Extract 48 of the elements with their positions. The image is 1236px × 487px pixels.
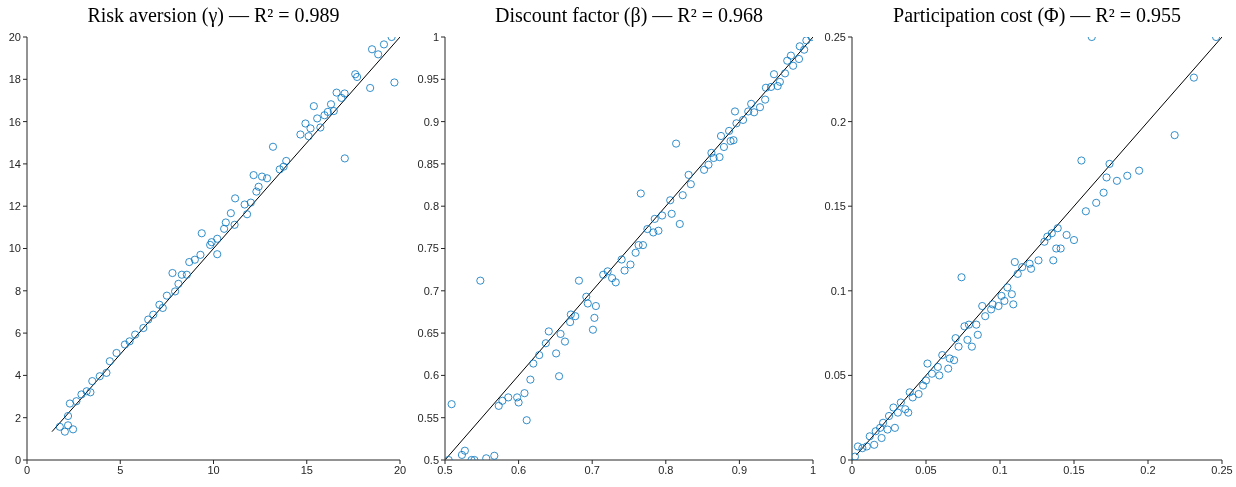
y-tick-label: 6 — [14, 327, 21, 340]
x-tick-label: 20 — [393, 463, 407, 476]
y-tick-label: 12 — [8, 200, 21, 213]
x-tick-label: 0.25 — [1211, 463, 1233, 476]
x-tick-label: 0.5 — [437, 463, 453, 476]
y-tick-label: 0 — [839, 453, 846, 466]
y-tick-label: 0.05 — [824, 369, 846, 382]
y-tick-label: 10 — [8, 242, 21, 255]
y-tick-label: 0.85 — [417, 157, 439, 170]
y-tick-label: 4 — [14, 369, 21, 382]
y-tick-label: 0 — [14, 453, 21, 466]
x-tick-label: 0 — [848, 463, 856, 476]
x-tick-label: 0.2 — [1140, 463, 1156, 476]
x-tick-label: 0.6 — [510, 463, 527, 476]
y-tick-label: 0.2 — [830, 115, 846, 128]
x-tick-label: 10 — [207, 463, 220, 476]
y-tick-label: 1 — [432, 30, 439, 43]
x-tick-label: 15 — [300, 463, 313, 476]
x-tick-label: 0.1 — [992, 463, 1008, 476]
x-tick-label: 1 — [809, 463, 817, 476]
y-tick-label: 0.25 — [824, 30, 846, 43]
y-tick-label: 20 — [8, 30, 21, 43]
y-tick-label: 0.15 — [824, 200, 846, 213]
y-tick-label: 0.9 — [423, 115, 439, 128]
y-tick-label: 0.8 — [423, 200, 439, 213]
y-tick-label: 0.1 — [830, 284, 846, 297]
y-tick-label: 0.95 — [417, 73, 439, 86]
x-tick-label: 5 — [117, 463, 124, 476]
chart-title: Risk aversion (γ) — R² = 0.989 — [86, 4, 341, 27]
x-tick-label: 0.8 — [658, 463, 674, 476]
y-tick-label: 0.5 — [423, 453, 439, 466]
y-tick-label: 14 — [8, 157, 21, 170]
x-tick-label: 0 — [23, 463, 31, 476]
y-tick-label: 2 — [14, 411, 21, 424]
chart-title: Participation cost (Φ) — R² = 0.955 — [892, 4, 1182, 27]
chart-title: Discount factor (β) — R² = 0.968 — [494, 4, 764, 27]
y-tick-label: 0.75 — [417, 242, 439, 255]
x-tick-label: 0.7 — [584, 463, 600, 476]
y-tick-label: 0.7 — [423, 284, 439, 297]
x-tick-label: 0.05 — [915, 463, 937, 476]
y-tick-label: 0.55 — [417, 411, 439, 424]
y-tick-label: 0.6 — [423, 369, 439, 382]
y-tick-label: 8 — [14, 284, 21, 297]
y-tick-label: 16 — [8, 115, 21, 128]
x-tick-label: 0.15 — [1063, 463, 1085, 476]
y-tick-label: 18 — [8, 73, 21, 86]
y-tick-label: 0.65 — [417, 327, 439, 340]
x-tick-label: 0.9 — [731, 463, 748, 476]
